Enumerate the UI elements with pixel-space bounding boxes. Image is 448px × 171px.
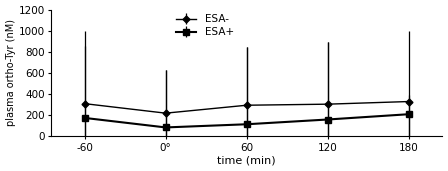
- Y-axis label: plasma ortho-Tyr (nM): plasma ortho-Tyr (nM): [5, 19, 16, 127]
- Legend: ESA-, ESA+: ESA-, ESA+: [173, 12, 236, 40]
- X-axis label: time (min): time (min): [217, 155, 276, 166]
